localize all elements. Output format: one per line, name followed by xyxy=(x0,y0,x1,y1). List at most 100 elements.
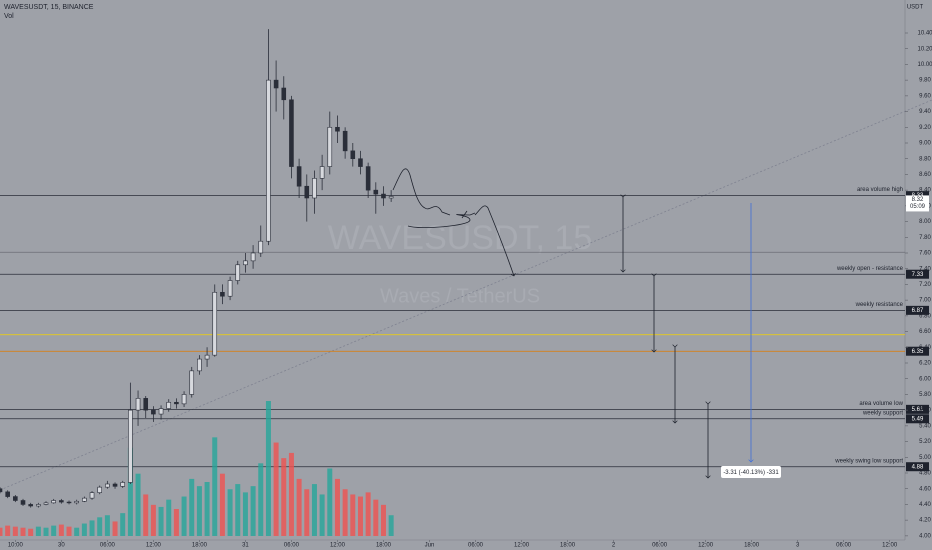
candle-body xyxy=(59,500,64,503)
volume-bar xyxy=(380,504,386,536)
x-tick-label: 12:00 xyxy=(146,543,162,549)
axis-unit: USDT xyxy=(907,5,924,11)
x-tick-label: 12:00 xyxy=(514,543,530,549)
candle-body xyxy=(281,87,287,101)
volume-bar xyxy=(97,517,103,536)
level-tag xyxy=(906,404,929,414)
volume-bar xyxy=(20,527,26,536)
x-tick-label: 06:00 xyxy=(468,543,484,549)
level-name: area volume low xyxy=(859,401,903,407)
level-tag-label: 6.35 xyxy=(912,349,924,355)
y-tick-label: 6.00 xyxy=(919,376,931,382)
volume-bar xyxy=(150,504,156,536)
projection xyxy=(461,205,514,276)
y-tick-label: 4.20 xyxy=(919,518,931,524)
level-tag-label: 5.61 xyxy=(912,407,924,413)
y-tick-label: 7.40 xyxy=(919,266,931,272)
volume-bar xyxy=(250,486,256,536)
candle-body xyxy=(342,130,348,152)
volume-bar xyxy=(173,509,179,536)
volume-bar xyxy=(120,513,126,536)
level-tag-label: 5.49 xyxy=(912,416,924,422)
volume-bar xyxy=(158,506,164,536)
x-tick-label: 18:00 xyxy=(744,543,760,549)
candle-body xyxy=(227,280,233,297)
level-tag xyxy=(906,462,929,472)
y-tick-label: 10.20 xyxy=(917,46,932,52)
y-tick-label: 6.60 xyxy=(919,329,931,335)
candle-body xyxy=(220,291,225,297)
candle-body xyxy=(197,358,202,372)
x-tick-label: 18:00 xyxy=(192,543,208,549)
level-tag-label: 7.33 xyxy=(912,272,924,278)
volume-bar xyxy=(127,447,133,536)
candle-body xyxy=(13,496,18,501)
candle-body xyxy=(243,260,248,266)
candle-body xyxy=(181,394,187,405)
volume-bar xyxy=(143,494,149,536)
volume-bar xyxy=(135,473,141,536)
volume-bar xyxy=(334,478,340,536)
y-tick-label: 7.00 xyxy=(919,298,931,304)
measure-box xyxy=(721,466,781,478)
candle-body xyxy=(20,500,26,505)
y-tick-label: 4.60 xyxy=(919,486,931,492)
y-tick-label: 5.00 xyxy=(919,455,931,461)
price-tag xyxy=(906,195,929,212)
candle-body xyxy=(120,482,126,487)
candle-body xyxy=(174,401,179,405)
candle-body xyxy=(189,370,195,395)
volume-bar xyxy=(212,437,218,536)
candle-body xyxy=(143,398,149,411)
level-tag xyxy=(906,305,929,315)
volume-bar xyxy=(12,526,18,536)
y-tick-label: 7.60 xyxy=(919,251,931,257)
level-tag xyxy=(906,414,929,424)
volume-bar xyxy=(311,484,317,536)
volume-bar xyxy=(388,515,394,536)
candle-body xyxy=(289,99,294,167)
candle-body xyxy=(381,193,386,199)
volume-bar xyxy=(281,458,287,536)
volume-bar xyxy=(112,521,118,536)
y-tick-label: 4.40 xyxy=(919,502,931,508)
candle-body xyxy=(97,486,103,493)
x-tick-label: 31 xyxy=(242,543,249,549)
x-tick-label: 18:00 xyxy=(376,543,392,549)
candle-body xyxy=(319,166,325,179)
y-tick-label: 9.20 xyxy=(919,125,931,131)
y-tick-label: 4.80 xyxy=(919,471,931,477)
candle-body xyxy=(158,408,164,415)
y-tick-label: 8.00 xyxy=(919,219,931,225)
candle-body xyxy=(304,185,310,199)
volume-bar xyxy=(74,527,80,536)
candle-body xyxy=(89,492,95,499)
volume-bar xyxy=(350,494,356,536)
volume-bar xyxy=(219,473,225,536)
volume-bar xyxy=(273,442,279,536)
level-name: weekly resistance xyxy=(855,302,904,308)
candle-body xyxy=(365,166,371,191)
candle-body xyxy=(350,150,356,160)
x-tick-label: 06:00 xyxy=(284,543,300,549)
candle-body xyxy=(82,497,87,502)
x-tick-label: 06:00 xyxy=(836,543,852,549)
candle-body xyxy=(266,79,271,242)
volume-bar xyxy=(304,489,310,536)
volume-bar xyxy=(342,489,348,536)
candle-body xyxy=(250,252,256,262)
volume-bar xyxy=(235,484,241,536)
candle-body xyxy=(212,291,218,356)
candle-body xyxy=(327,126,333,167)
price-countdown: 05:09 xyxy=(910,204,926,210)
candle-body xyxy=(388,196,394,199)
candle-body xyxy=(258,240,264,254)
y-tick-label: 9.40 xyxy=(919,109,931,115)
price-tag-label: 8.32 xyxy=(912,197,924,203)
candle-body xyxy=(66,501,72,504)
candle-body xyxy=(128,409,133,483)
volume-bar xyxy=(181,496,187,536)
y-tick-label: 8.60 xyxy=(919,172,931,178)
volume-bar xyxy=(288,452,294,536)
volume-bar xyxy=(5,525,11,536)
